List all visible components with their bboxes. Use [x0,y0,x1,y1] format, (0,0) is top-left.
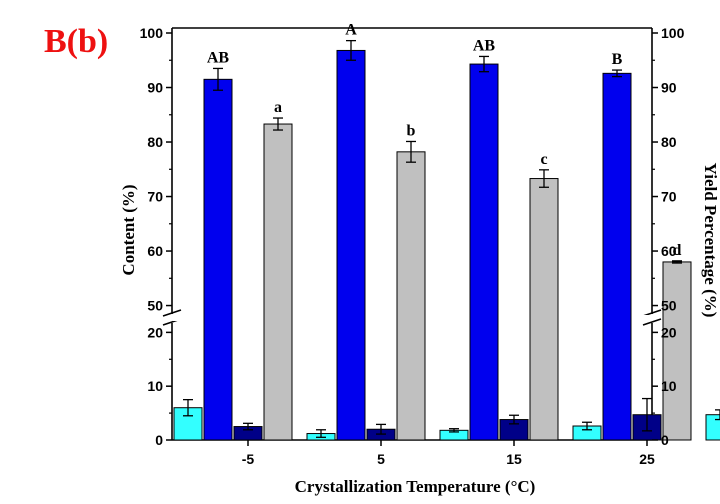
y-tick-label-right: 60 [661,243,677,259]
y-tick-label-right: 100 [661,25,685,41]
x-tick-label: -5 [242,451,255,467]
bars-group [173,39,720,441]
significance-labels: ABaAbABcBdBe [207,22,682,259]
panel-label: B(b) [44,23,108,60]
x-tick-label: 25 [639,451,655,467]
y-tick-label-left: 80 [147,134,163,150]
x-tick-label: 5 [377,451,385,467]
y-tick-label-left: 100 [140,25,164,41]
y-tick-label-left: 90 [147,80,163,96]
significance-label: b [407,122,416,139]
y-axis-title-right: Yield Percentage (%) [701,163,720,318]
significance-label: B [612,51,623,68]
y-tick-label-right: 0 [661,432,669,448]
y-tick-label-right: 20 [661,324,677,340]
y-tick-label-right: 80 [661,134,677,150]
left-break-mark [162,309,182,317]
y-tick-label-left: 70 [147,189,163,205]
bar [396,151,426,441]
y-tick-label-left: 0 [155,432,163,448]
right-break-mark [642,318,662,326]
significance-label: d [673,242,682,259]
y-tick-label-left: 10 [147,378,163,394]
significance-label: A [345,22,357,39]
significance-label: c [540,151,547,168]
y-tick-label-right: 90 [661,80,677,96]
x-axis-title: Crystallization Temperature (°C) [295,477,536,496]
significance-label: AB [473,37,496,54]
bar [529,178,559,441]
bar [203,78,233,441]
bar [469,63,499,441]
x-tick-label: 15 [506,451,522,467]
ticks-group: -551525355050606070708080909010010000101… [140,25,685,467]
y-tick-label-right: 10 [661,378,677,394]
y-tick-label-right: 50 [661,298,677,314]
y-tick-label-left: 50 [147,298,163,314]
significance-label: AB [207,49,230,66]
bar [662,261,692,441]
y-axis-title-left: Content (%) [119,184,138,275]
significance-label: a [274,99,282,116]
y-tick-label-right: 70 [661,189,677,205]
bar [336,49,366,441]
y-tick-label-left: 60 [147,243,163,259]
bar [602,72,632,441]
bar [705,414,720,441]
bar [263,123,293,441]
y-tick-label-left: 20 [147,324,163,340]
